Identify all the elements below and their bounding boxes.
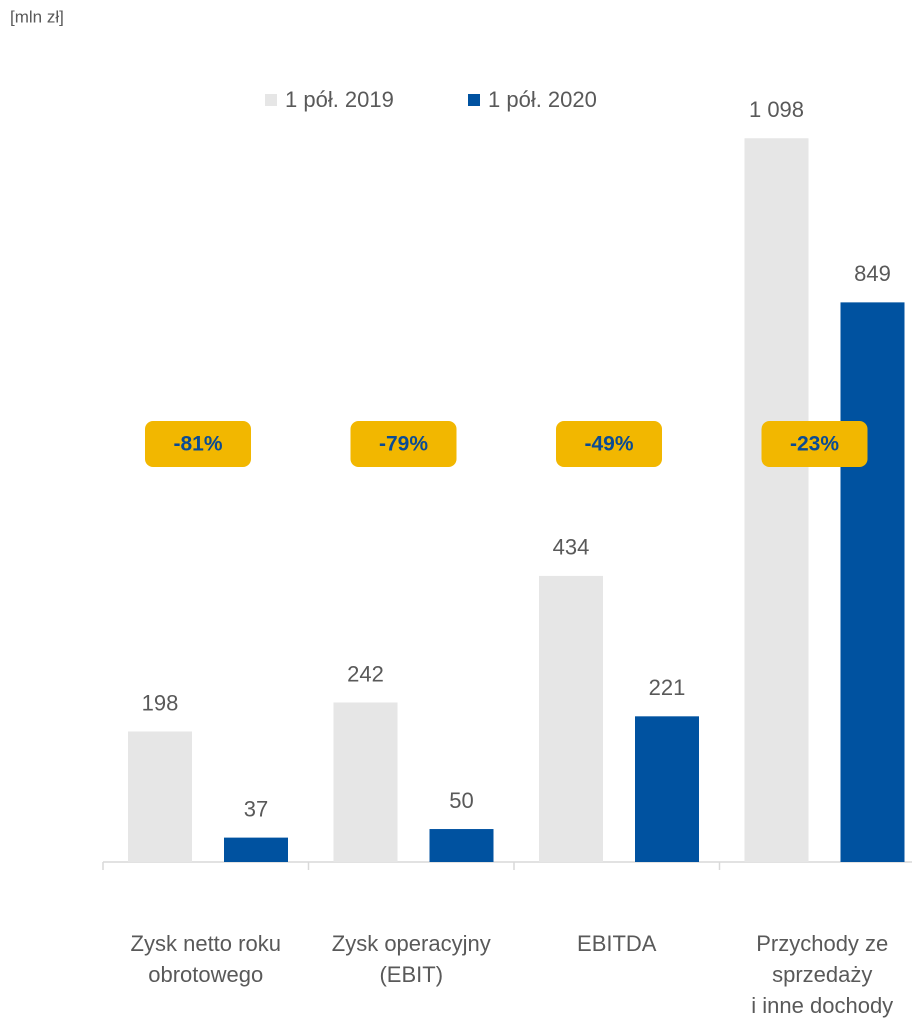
bar [840, 302, 905, 862]
change-label: -49% [584, 433, 633, 456]
legend-label: 1 pół. 2020 [488, 87, 597, 112]
bar [333, 702, 398, 862]
data-label: 221 [649, 675, 686, 700]
data-label: 242 [347, 661, 384, 686]
change-label: -81% [173, 433, 222, 456]
unit-label: [mln zł] [10, 7, 64, 26]
data-label: 50 [449, 788, 473, 813]
bar [128, 731, 192, 862]
change-label: -23% [790, 433, 839, 456]
change-badge [556, 421, 662, 467]
change-label: -79% [379, 433, 428, 456]
legend-swatch [265, 94, 277, 106]
legend-swatch [468, 94, 480, 106]
data-label: 434 [553, 535, 590, 560]
bar [744, 138, 809, 863]
data-label: 198 [142, 690, 179, 715]
x-tick-label: Zysk operacyjny [332, 931, 491, 956]
legend-label: 1 pół. 2019 [285, 87, 394, 112]
x-tick-label: Zysk netto roku [131, 931, 281, 956]
change-badge [145, 421, 251, 467]
bar [224, 837, 288, 862]
x-tick-label: obrotowego [148, 962, 263, 987]
change-badge [761, 421, 868, 467]
x-tick-label: Przychody ze [756, 931, 888, 956]
x-tick-label: sprzedaży [772, 962, 872, 987]
data-label: 37 [244, 796, 268, 821]
data-label: 1 098 [749, 97, 804, 122]
change-badge [350, 421, 457, 467]
bar [429, 829, 494, 862]
bar [539, 575, 603, 862]
data-label: 849 [854, 261, 891, 286]
x-tick-label: EBITDA [577, 931, 657, 956]
x-tick-label: (EBIT) [379, 962, 443, 987]
bar [635, 716, 699, 862]
x-tick-label: i inne dochody [751, 993, 893, 1018]
